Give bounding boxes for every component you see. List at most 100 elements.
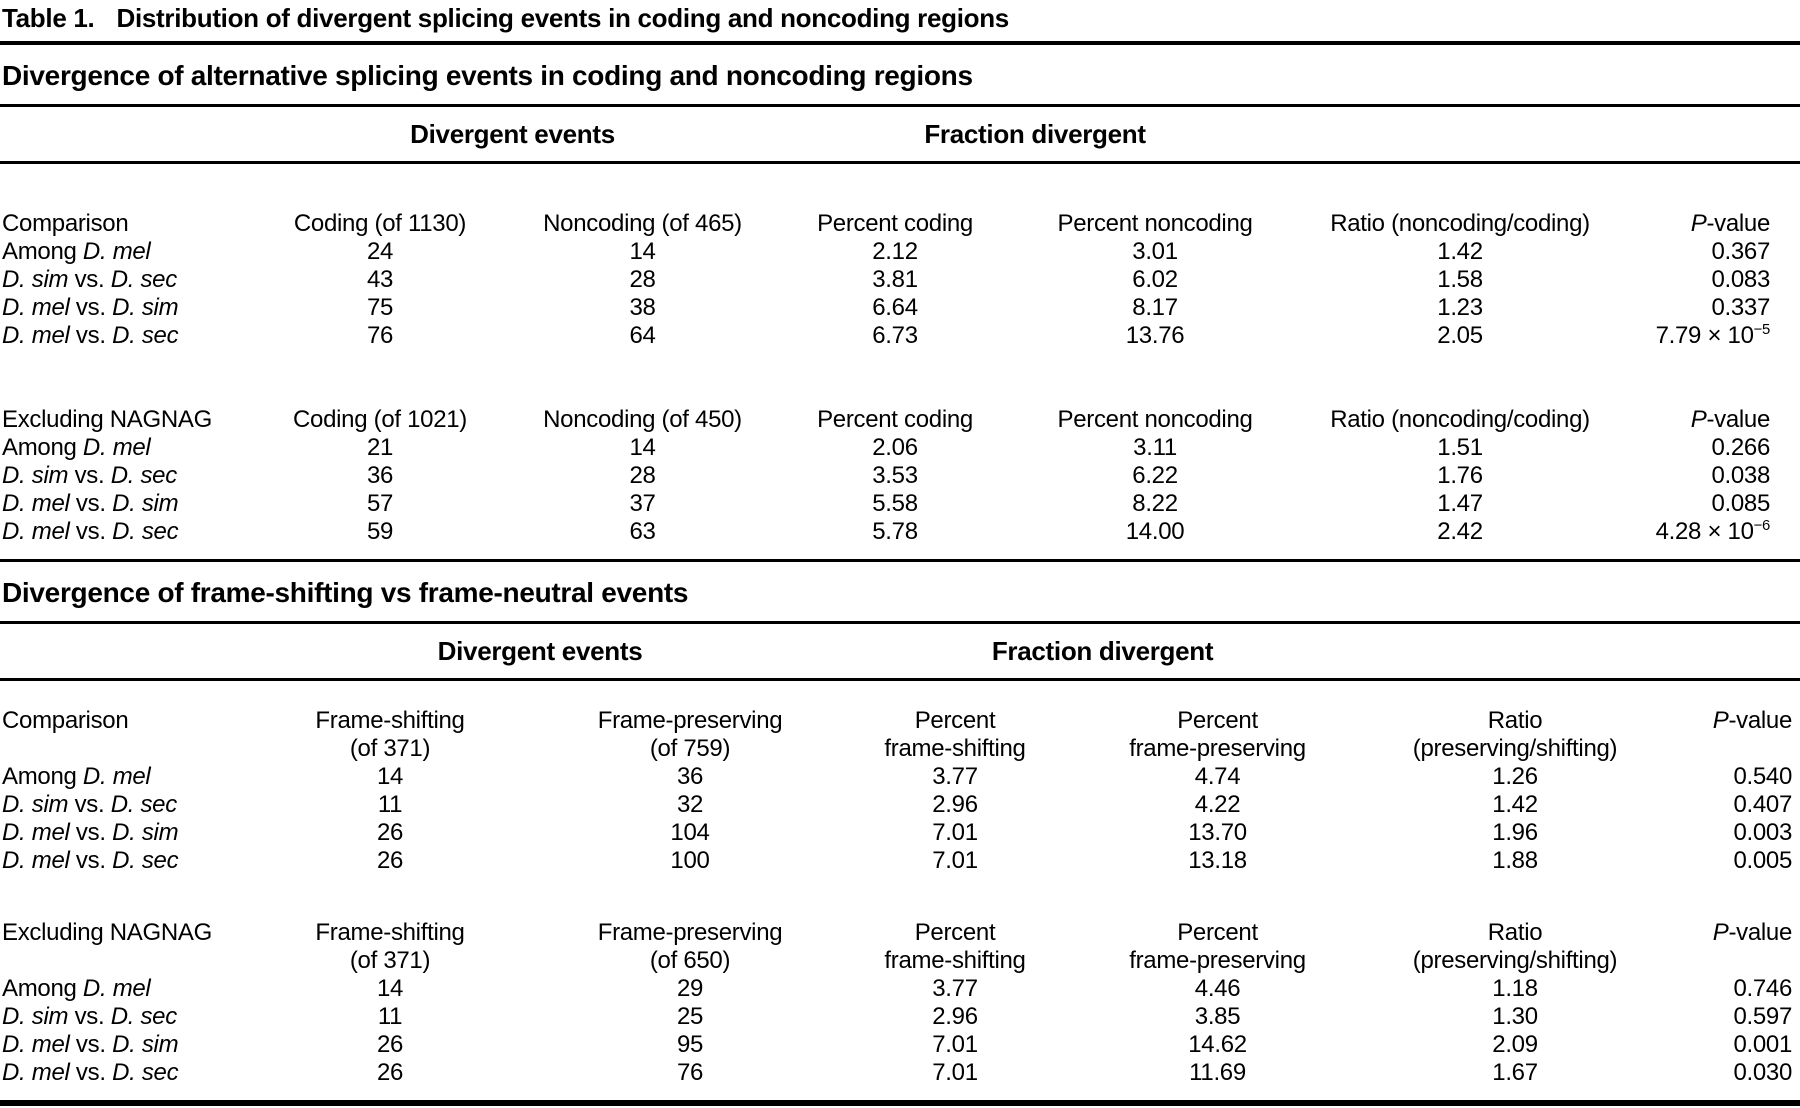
value-cell: 104 [670,819,710,846]
group-header-spacer [1295,105,1626,164]
species-name: D. mel [2,294,70,321]
value-cell: 57 [366,490,394,517]
group-header-spacer [0,105,250,164]
value-cell: 28 [629,462,656,489]
comparison-cell: D. mel vs. D. sim [0,490,250,518]
species-name: D. sec [110,791,178,818]
column-header-row: Excluding NAGNAG Frame-shifting (of 371) F… [0,875,1800,975]
comparison-text: vs. [68,462,111,489]
comparison-text: Among [2,434,83,461]
column-header-c4: Percent noncoding [1057,210,1253,237]
value-cell: 24 [366,238,394,265]
column-header-c5: Ratio (preserving/shifting) [1412,919,1618,974]
comparison-text: vs. [69,490,113,517]
value-cell: 8.17 [1132,294,1178,321]
value-cell: 11 [377,791,403,818]
value-cell: 59 [366,518,394,545]
species-name: D. sim [2,266,69,293]
value-cell: 6.73 [872,322,918,349]
species-name: D. sim [2,462,69,489]
comparison-cell: Among D. mel [0,763,240,791]
comparison-text: vs. [69,819,113,846]
comparison-cell: D. sim vs. D. sec [0,1003,240,1031]
column-header-c5: Ratio (noncoding/coding) [1330,210,1590,237]
species-name: D. sec [112,1059,179,1086]
group-header-row: Divergent events Fraction divergent [0,105,1800,164]
p-value-cell: 0.407 [1733,791,1793,818]
value-cell: 7.01 [932,819,978,846]
value-cell: 1.42 [1437,238,1483,265]
species-name: D. sec [110,266,178,293]
section-heading-splicing: Divergence of alternative splicing event… [2,60,973,91]
table-title: Table 1. Distribution of divergent splici… [0,0,1800,45]
p-value-cell: 0.597 [1733,1003,1793,1030]
comparison-cell: D. mel vs. D. sec [0,1059,240,1103]
table-row: D. sim vs. D. sec 11 32 2.96 4.22 1.42 0.407 [0,791,1800,819]
table-row: D. sim vs. D. sec 36 28 3.53 6.22 1.76 0.038 [0,462,1800,490]
value-cell: 7.01 [932,1059,978,1086]
value-cell: 64 [629,322,656,349]
column-header-row: Comparison Frame-shifting (of 371) Frame-p… [0,680,1800,764]
comparison-cell: D. sim vs. D. sec [0,462,250,490]
value-cell: 26 [376,847,404,874]
comparison-cell: D. sim vs. D. sec [0,266,250,294]
value-cell: 14 [629,434,656,461]
species-name: D. sim [112,294,179,321]
value-cell: 7.01 [932,847,978,874]
value-cell: 6.64 [872,294,918,321]
table-row: D. mel vs. D. sim 26 104 7.01 13.70 1.96 0.003 [0,819,1800,847]
species-name: D. mel [2,1059,70,1086]
table-row: D. mel vs. D. sec 26 100 7.01 13.18 1.88 0.005 [0,847,1800,875]
table-row: Among D. mel 14 36 3.77 4.74 1.26 0.540 [0,763,1800,791]
comparison-text: vs. [68,791,111,818]
value-cell: 3.81 [872,266,918,293]
splicing-coding-noncoding-table: Divergent events Fraction divergent Comp… [0,104,1800,562]
value-cell: 2.96 [932,791,978,818]
p-value-cell: 0.266 [1711,434,1771,461]
value-cell: 76 [366,322,394,349]
value-cell: 13.70 [1188,819,1247,846]
value-cell: 4.74 [1194,763,1241,790]
group-header-spacer [1625,105,1800,164]
group-header-divergent-events: Divergent events [240,622,841,681]
p-value-cell: 0.085 [1711,490,1771,517]
comparison-text: vs. [69,518,113,545]
p-value-cell: 0.746 [1733,975,1793,1002]
comparison-text: vs. [68,266,111,293]
species-name: D. sim [2,1003,69,1030]
comparison-cell: D. sim vs. D. sec [0,791,240,819]
value-cell: 26 [376,1059,404,1086]
value-cell: 1.76 [1437,462,1483,489]
species-name: D. sec [110,462,178,489]
group-header-row: Divergent events Fraction divergent [0,622,1800,681]
p-value-cell: 7.79 × 10−5 [1655,322,1771,349]
frame-table-body: Comparison Frame-shifting (of 371) Frame-p… [0,680,1800,1104]
species-name: D. mel [2,322,70,349]
value-cell: 5.58 [872,490,918,517]
value-cell: 1.96 [1492,819,1538,846]
comparison-cell: D. mel vs. D. sec [0,518,250,561]
column-header-p-value: P-value [1690,210,1771,237]
column-header-c2: Frame-preserving (of 759) [597,707,783,762]
value-cell: 3.01 [1132,238,1178,265]
table-row: D. mel vs. D. sim 57 37 5.58 8.22 1.47 0.085 [0,490,1800,518]
comparison-cell: Among D. mel [0,434,250,462]
value-cell: 1.42 [1492,791,1538,818]
value-cell: 14 [376,763,404,790]
value-cell: 2.05 [1437,322,1483,349]
value-cell: 11.69 [1189,1059,1246,1086]
p-value-italic-p: P [1690,406,1707,433]
table-row: Among D. mel 24 14 2.12 3.01 1.42 0.367 [0,238,1800,266]
splicing-table-body: Comparison Coding (of 1130) Noncoding (of … [0,163,1800,561]
table-number: Table 1. [2,3,95,33]
value-cell: 14.00 [1125,518,1185,545]
p-value-cell: 0.367 [1711,238,1771,265]
value-cell: 38 [629,294,656,321]
value-cell: 7.01 [932,1031,978,1058]
table-caption: Distribution of divergent splicing event… [116,3,1010,33]
table-row: Among D. mel 14 29 3.77 4.46 1.18 0.746 [0,975,1800,1003]
value-cell: 36 [676,763,704,790]
value-cell: 14 [629,238,656,265]
value-cell: 29 [676,975,704,1002]
comparison-cell: Among D. mel [0,975,240,1003]
